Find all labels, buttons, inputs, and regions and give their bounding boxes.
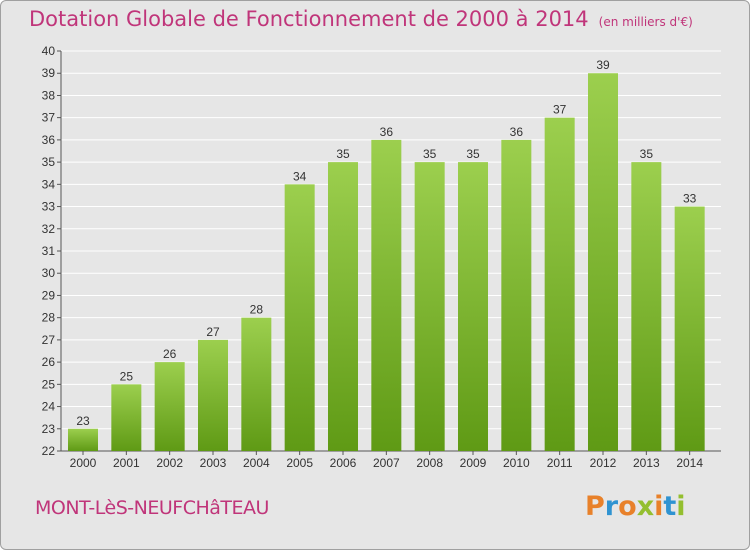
bar	[68, 428, 98, 451]
title-text: Dotation Globale de Fonctionnement de 20…	[29, 7, 589, 31]
data-label: 36	[380, 125, 394, 139]
bar	[631, 162, 662, 451]
bar	[588, 73, 618, 451]
data-label: 35	[423, 147, 437, 161]
data-label: 39	[596, 58, 610, 72]
bar	[284, 184, 315, 452]
y-tick-label: 35	[42, 155, 56, 169]
logo-letter: P	[585, 491, 605, 522]
data-label: 27	[206, 325, 220, 339]
unit-label: (en milliers d'€)	[598, 15, 693, 29]
data-label: 34	[293, 169, 307, 183]
y-tick-label: 36	[42, 133, 56, 147]
y-tick-label: 24	[42, 400, 56, 414]
x-tick-label: 2014	[676, 456, 703, 470]
logo-letter: x	[636, 491, 655, 522]
y-tick-label: 32	[42, 222, 56, 236]
logo-letter: r	[604, 491, 619, 522]
x-tick-label: 2011	[547, 456, 573, 470]
commune-name: MONT-LèS-NEUFCHâTEAU	[35, 497, 269, 519]
y-tick-label: 28	[42, 311, 56, 325]
logo-letter: i	[676, 491, 686, 522]
data-label: 35	[640, 147, 654, 161]
x-tick-label: 2001	[113, 456, 140, 470]
logo-letter: o	[618, 491, 637, 522]
x-tick-label: 2010	[503, 456, 530, 470]
y-tick-label: 40	[42, 44, 56, 58]
bar	[111, 384, 142, 451]
y-tick-label: 38	[42, 88, 56, 102]
x-tick-label: 2006	[330, 456, 357, 470]
y-tick-label: 39	[42, 66, 56, 80]
bar	[371, 139, 402, 451]
y-tick-label: 26	[42, 355, 56, 369]
logo-letter: t	[663, 491, 677, 522]
data-label: 33	[683, 192, 697, 206]
bar	[501, 139, 532, 451]
y-tick-label: 29	[42, 288, 56, 302]
proxiti-logo: Proxiti	[585, 491, 686, 522]
logo-letter: i	[654, 491, 664, 522]
data-label: 35	[466, 147, 480, 161]
data-label: 26	[163, 347, 177, 361]
x-tick-label: 2007	[373, 456, 400, 470]
data-label: 28	[250, 303, 264, 317]
data-label: 37	[553, 103, 567, 117]
x-tick-label: 2013	[633, 456, 660, 470]
bar	[414, 162, 445, 451]
x-tick-label: 2009	[460, 456, 487, 470]
y-tick-label: 22	[42, 444, 56, 458]
x-tick-label: 2012	[590, 456, 617, 470]
bar	[154, 362, 185, 451]
chart-title: Dotation Globale de Fonctionnement de 20…	[29, 7, 693, 31]
bar	[241, 317, 272, 451]
data-label: 23	[76, 414, 90, 428]
x-tick-label: 2005	[286, 456, 313, 470]
y-tick-label: 25	[42, 377, 56, 391]
x-tick-label: 2002	[156, 456, 183, 470]
data-label: 25	[120, 369, 134, 383]
bar	[544, 117, 575, 452]
x-tick-label: 2004	[243, 456, 270, 470]
x-tick-label: 2003	[200, 456, 227, 470]
y-tick-label: 34	[42, 177, 56, 191]
data-label: 36	[510, 125, 524, 139]
y-tick-label: 37	[42, 111, 56, 125]
data-label: 35	[336, 147, 350, 161]
y-tick-label: 23	[42, 422, 56, 436]
y-tick-label: 33	[42, 200, 56, 214]
bar	[198, 339, 228, 451]
y-tick-label: 31	[42, 244, 56, 258]
x-tick-label: 2008	[416, 456, 443, 470]
bar	[458, 162, 488, 451]
y-tick-label: 30	[42, 266, 56, 280]
bar	[328, 162, 358, 451]
bar	[674, 206, 705, 451]
x-tick-label: 2000	[70, 456, 97, 470]
y-tick-label: 27	[42, 333, 56, 347]
